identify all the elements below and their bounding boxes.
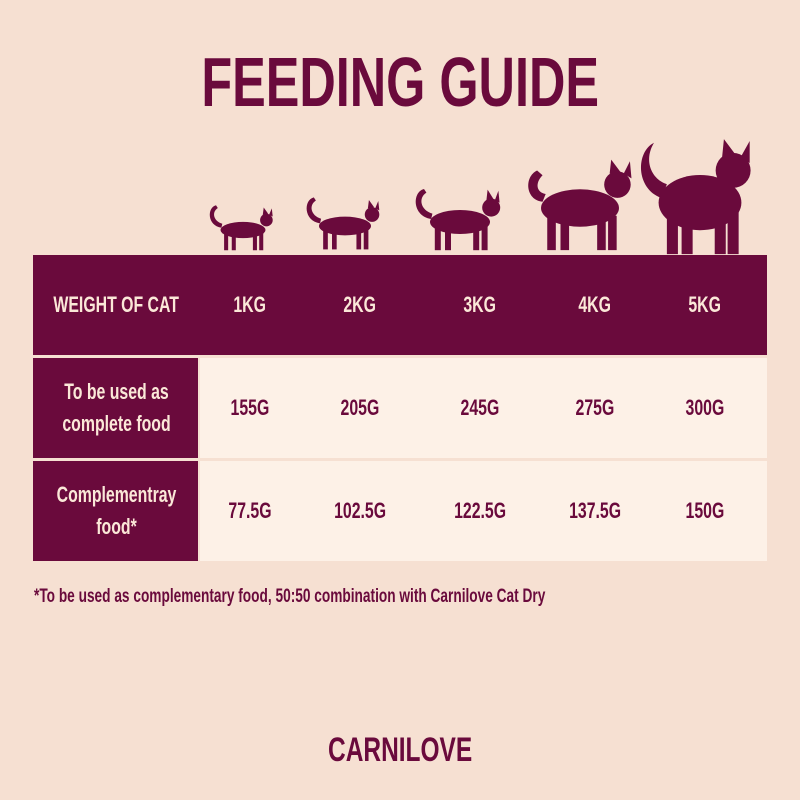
cat-5 xyxy=(641,139,751,255)
value-cell: 137.5G xyxy=(545,461,645,561)
header-label: 2KG xyxy=(343,292,377,317)
row-label: Complementray food* xyxy=(56,482,177,539)
footnote: *To be used as complementary food, 50:50… xyxy=(34,586,744,608)
value-cell: 300G xyxy=(655,358,755,458)
value: 300G xyxy=(685,395,725,420)
header-label: WEIGHT OF CAT xyxy=(53,292,180,317)
footnote-text: *To be used as complementary food, 50:50… xyxy=(34,586,546,607)
header-label-cell: 5KG xyxy=(655,255,755,355)
row-label-cell: Complementray food* xyxy=(33,461,200,561)
title-text: FEEDING GUIDE xyxy=(201,43,599,121)
value-cell: 150G xyxy=(655,461,755,561)
value: 77.5G xyxy=(228,498,272,523)
header-label-cell: WEIGHT OF CAT xyxy=(33,255,200,355)
row-bg xyxy=(200,358,767,458)
header-label-cell: 2KG xyxy=(310,255,410,355)
logo-text: CARNILOVE xyxy=(327,730,473,769)
value: 137.5G xyxy=(569,498,621,523)
cat-4 xyxy=(528,159,632,251)
cat-3 xyxy=(415,189,501,251)
value-cell: 102.5G xyxy=(310,461,410,561)
value-cell: 122.5G xyxy=(430,461,530,561)
header-row xyxy=(33,255,767,355)
header-label-cell: 1KG xyxy=(200,255,300,355)
value-cell: 77.5G xyxy=(200,461,300,561)
value: 150G xyxy=(685,498,725,523)
header-label-cell: 4KG xyxy=(545,255,645,355)
header-label: 5KG xyxy=(688,292,722,317)
row-label-bg xyxy=(33,358,198,458)
cat-2 xyxy=(306,197,380,250)
value: 155G xyxy=(230,395,270,420)
cat-1 xyxy=(209,205,273,251)
title: FEEDING GUIDE xyxy=(0,40,800,124)
value: 245G xyxy=(460,395,500,420)
value: 275G xyxy=(575,395,615,420)
value-cell: 205G xyxy=(310,358,410,458)
value-cell: 155G xyxy=(200,358,300,458)
value-cell: 275G xyxy=(545,358,645,458)
value: 205G xyxy=(340,395,380,420)
header-label: 3KG xyxy=(463,292,497,317)
header-label: 1KG xyxy=(233,292,267,317)
header-label-cell: 3KG xyxy=(430,255,530,355)
row-bg xyxy=(200,461,767,561)
logo: CARNILOVE xyxy=(0,728,800,772)
value: 122.5G xyxy=(454,498,506,523)
row-label-bg xyxy=(33,461,198,561)
cat-silhouettes xyxy=(209,139,751,255)
row-label: To be used as complete food xyxy=(62,379,171,436)
value-cell: 245G xyxy=(430,358,530,458)
value: 102.5G xyxy=(334,498,386,523)
row-label-cell: To be used as complete food xyxy=(33,358,200,458)
header-label: 4KG xyxy=(578,292,612,317)
